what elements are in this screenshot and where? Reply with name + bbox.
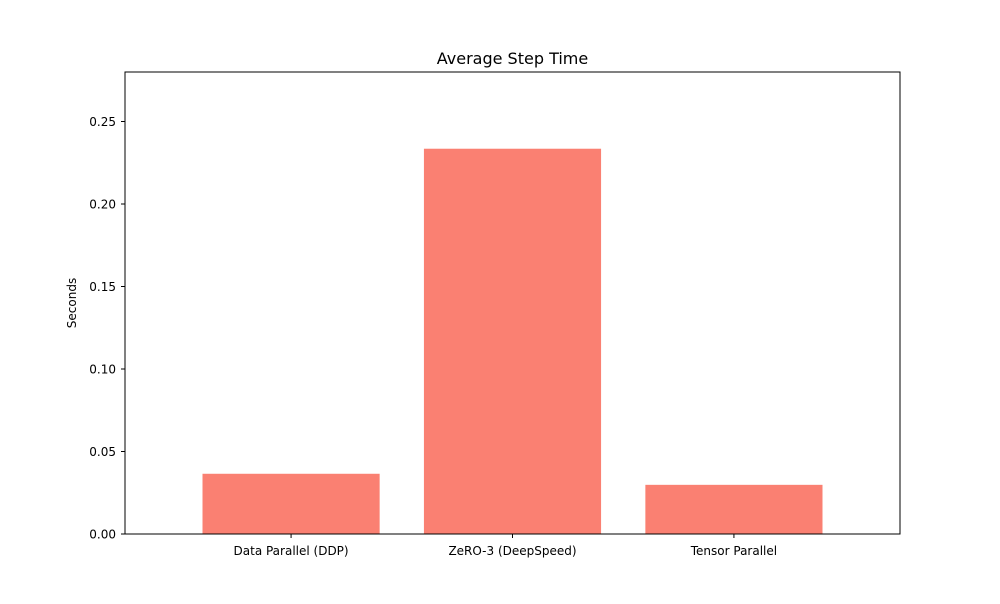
plot-area-frame	[124, 71, 901, 535]
y-tick-label: 0.10	[89, 363, 116, 377]
bar-2	[645, 484, 823, 534]
y-tick-label: 0.05	[89, 445, 116, 459]
y-axis-label: Seconds	[65, 278, 79, 328]
y-tick-label: 0.15	[89, 280, 116, 294]
bar-1	[423, 148, 602, 535]
chart-title: Average Step Time	[437, 49, 588, 68]
bar-0	[202, 473, 380, 534]
y-tick-label: 0.20	[89, 198, 116, 212]
y-axis-ticks: 0.00 0.05 0.10 0.15 0.20 0.25	[89, 115, 125, 542]
x-axis-ticks: Data Parallel (DDP) ZeRO-3 (DeepSpeed) Ten…	[234, 534, 777, 558]
bars-group	[202, 148, 823, 535]
x-tick-label: Tensor Parallel	[690, 544, 777, 558]
y-tick-label: 0.25	[89, 115, 116, 129]
x-tick-label: Data Parallel (DDP)	[234, 544, 349, 558]
x-tick-label: ZeRO-3 (DeepSpeed)	[448, 544, 576, 558]
y-tick-label: 0.00	[89, 528, 116, 542]
